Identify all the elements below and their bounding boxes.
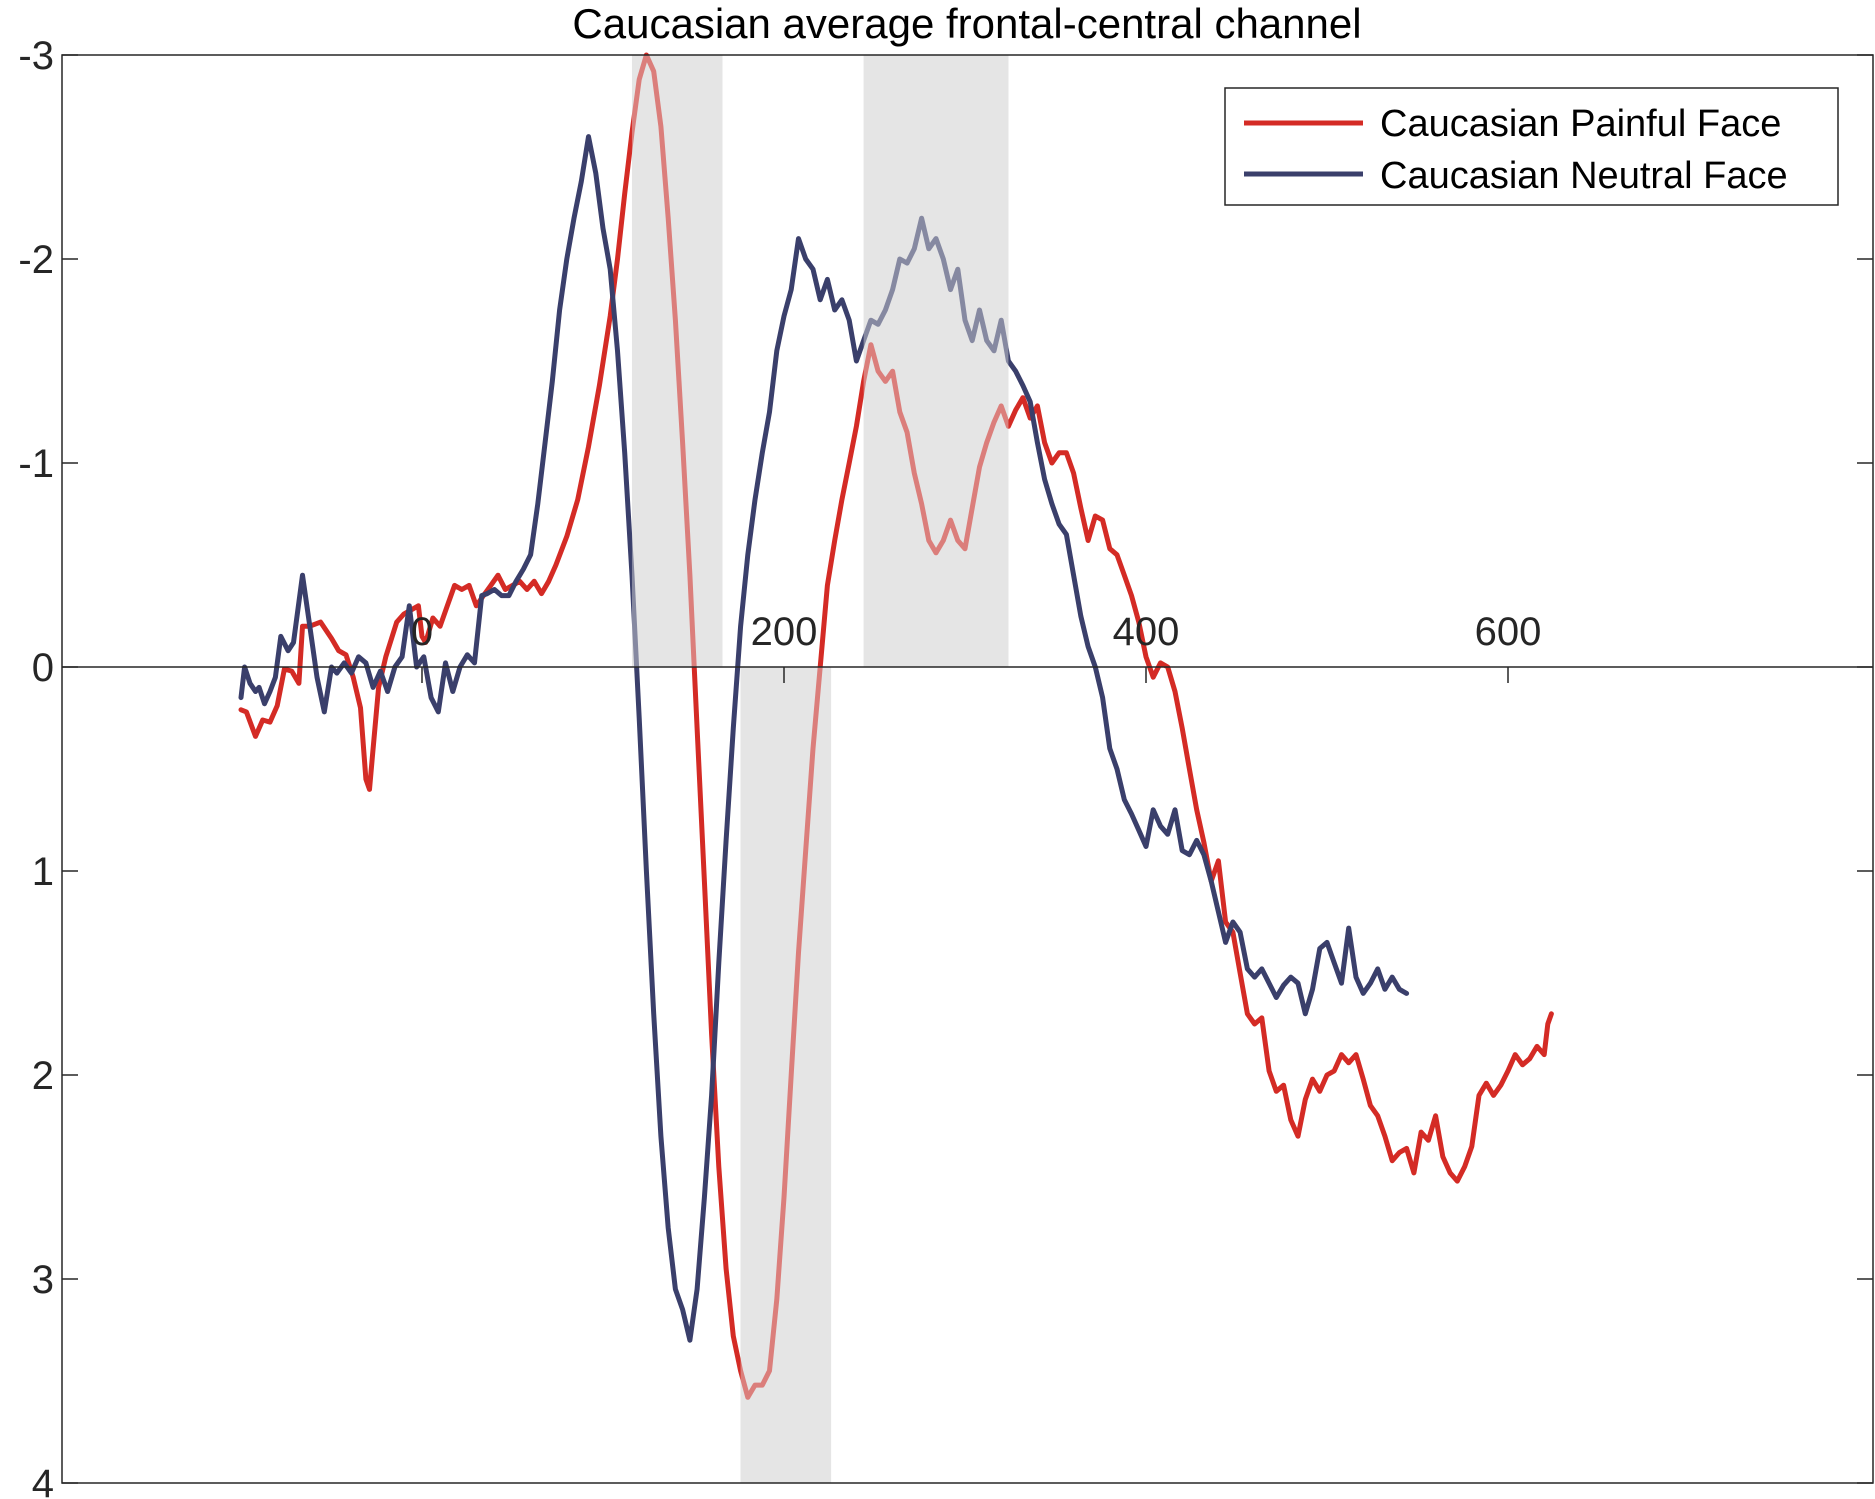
series-lines [238,52,1554,1400]
shaded-window [863,55,1009,667]
y-tick-label: -3 [18,34,54,78]
shaded-window [740,667,832,1483]
y-tick-label: 1 [32,850,54,894]
x-tick-label: 600 [1475,610,1542,654]
legend-label-neutral: Caucasian Neutral Face [1380,155,1788,197]
shaded-window-overlay [863,55,1009,667]
plot-frame [61,54,1874,1484]
x-tick-label: 400 [1113,610,1180,654]
y-tick-label: 4 [32,1462,54,1499]
x-tick-label: 200 [751,610,818,654]
legend-box [1224,87,1839,206]
axis-ticks: 0 200 400 600 -3 -2 -1 0 1 2 3 4 [18,34,1873,1499]
y-tick-label: 0 [32,646,54,690]
legend: Caucasian Painful Face Caucasian Neutral… [1224,87,1839,206]
y-tick-label: -2 [18,238,54,282]
series-line [238,134,1410,1343]
shaded-window-overlay [740,667,832,1483]
legend-label-painful: Caucasian Painful Face [1380,103,1781,145]
shaded-windows [631,55,1009,1483]
y-tick-label: -1 [18,442,54,486]
shade-overlay [631,55,1009,1483]
chart-title: Caucasian average frontal-central channe… [572,0,1361,47]
y-tick-label: 2 [32,1054,54,1098]
series-line [238,52,1554,1400]
shaded-window-overlay [631,55,723,667]
y-tick-label: 3 [32,1258,54,1302]
x-tick-label: 0 [411,610,433,654]
